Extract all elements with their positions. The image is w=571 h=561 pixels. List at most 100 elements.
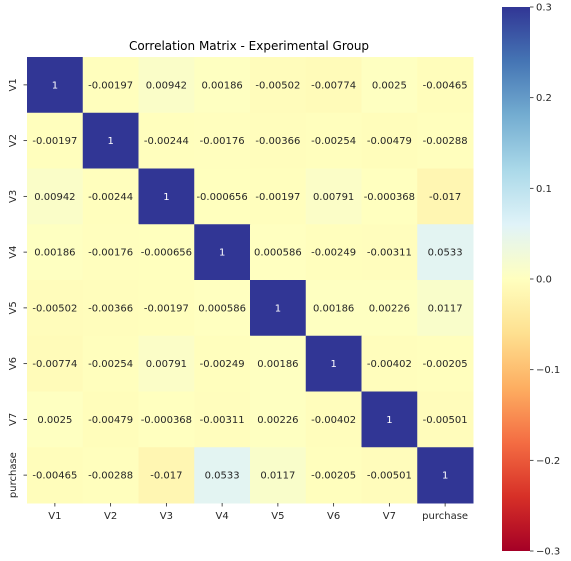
- colorbar-ticks: 0.3 0.2 0.1 0.0 −0.1 −0.2 −0.3: [530, 3, 560, 558]
- cell-label-V5-V2: -0.00366: [88, 303, 133, 314]
- heatmap-cell-V3-V5: [250, 168, 307, 225]
- cell-label-V2-V2: 1: [107, 136, 113, 147]
- heatmap-cell-purchase-V2: [82, 447, 139, 504]
- heatmap-cell-V3-V3: [138, 168, 195, 225]
- heatmap-cell-V7-V4: [194, 391, 251, 448]
- cell-label-V5-V7: 0.00226: [369, 303, 410, 314]
- y-tick-label-V3: V3: [8, 190, 19, 203]
- cell-label-purchase-purchase: 1: [442, 471, 448, 482]
- heatmap-cell-V2-V7: [361, 112, 418, 169]
- heatmap-cell-V5-purchase: [417, 280, 474, 337]
- heatmap-cell-V5-V5: [250, 280, 307, 337]
- heatmap-cell-V6-V1: [27, 335, 84, 392]
- cell-label-V5-V3: -0.00197: [144, 303, 189, 314]
- x-tick-label-V6: V6: [327, 511, 340, 522]
- heatmap-cell-purchase-V7: [361, 447, 418, 504]
- cell-label-V4-purchase: 0.0533: [428, 248, 463, 259]
- cell-label-V6-V5: 0.00186: [257, 359, 298, 370]
- y-tick-label-V2: V2: [8, 134, 19, 147]
- y-tick-label-V5: V5: [8, 301, 19, 314]
- heatmap-cell-V2-V4: [194, 112, 251, 169]
- cell-label-V1-V1: 1: [52, 80, 58, 91]
- heatmap-cell-V1-V2: [82, 57, 139, 114]
- colorbar-tick-label: 0.0: [536, 275, 552, 286]
- colorbar-tick-label: 0.1: [536, 184, 552, 195]
- heatmap-cell-V6-V2: [82, 335, 139, 392]
- heatmap-cell-V4-V6: [305, 224, 362, 281]
- cell-label-V7-V7: 1: [386, 415, 392, 426]
- cell-label-V5-V1: -0.00502: [32, 303, 77, 314]
- cell-label-V5-V5: 1: [275, 303, 281, 314]
- heatmap-cell-V2-V2: [82, 112, 139, 169]
- y-tick-label-V6: V6: [8, 357, 19, 370]
- heatmap-cell-V7-V7: [361, 391, 418, 448]
- heatmap-cell-V1-V6: [305, 57, 362, 114]
- heatmap-cell-V1-purchase: [417, 57, 474, 114]
- x-tick-label-V1: V1: [48, 511, 61, 522]
- cell-label-V7-purchase: -0.00501: [423, 415, 468, 426]
- heatmap-cell-purchase-V6: [305, 447, 362, 504]
- cell-label-V5-purchase: 0.0117: [428, 303, 463, 314]
- cell-label-V3-V5: -0.00197: [255, 192, 300, 203]
- cell-label-V4-V2: -0.00176: [88, 248, 133, 259]
- heatmap-cell-V7-V1: [27, 391, 84, 448]
- heatmap-cell-V4-purchase: [417, 224, 474, 281]
- cell-label-V6-V1: -0.00774: [32, 359, 77, 370]
- cell-label-V2-V3: -0.00244: [144, 136, 189, 147]
- cell-label-V1-V2: -0.00197: [88, 80, 133, 91]
- heatmap-cell-V2-V5: [250, 112, 307, 169]
- cell-label-V3-V3: 1: [163, 192, 169, 203]
- heatmap-cell-V3-V7: [361, 168, 418, 225]
- cell-label-V2-V1: -0.00197: [32, 136, 77, 147]
- heatmap-cell-V2-V1: [27, 112, 84, 169]
- cell-label-V5-V4: 0.000586: [198, 303, 246, 314]
- cell-label-V7-V1: 0.0025: [37, 415, 72, 426]
- colorbar: [502, 7, 530, 551]
- heatmap-cell-V1-V7: [361, 57, 418, 114]
- cell-label-V7-V2: -0.00479: [88, 415, 133, 426]
- heatmap-cell-purchase-V5: [250, 447, 307, 504]
- heatmap-cell-V5-V7: [361, 280, 418, 337]
- heatmap-cell-V4-V1: [27, 224, 84, 281]
- y-tick-label-V1: V1: [8, 78, 19, 91]
- cell-label-V4-V1: 0.00186: [34, 248, 75, 259]
- cell-label-V7-V3: -0.000368: [141, 415, 192, 426]
- heatmap-cell-V3-V6: [305, 168, 362, 225]
- heatmap-cell-V1-V1: [27, 57, 84, 114]
- heatmap-cell-V2-V6: [305, 112, 362, 169]
- x-tick-label-V3: V3: [160, 511, 173, 522]
- heatmap-cell-V1-V5: [250, 57, 307, 114]
- cell-label-V7-V5: 0.00226: [257, 415, 298, 426]
- heatmap-cell-V1-V3: [138, 57, 195, 114]
- heatmap-cell-V7-purchase: [417, 391, 474, 448]
- heatmap-cell-V7-V5: [250, 391, 307, 448]
- cell-label-V4-V6: -0.00249: [311, 248, 356, 259]
- cell-label-purchase-V3: -0.017: [150, 471, 182, 482]
- cell-label-V4-V3: -0.000656: [141, 248, 192, 259]
- cell-label-V3-V2: -0.00244: [88, 192, 133, 203]
- colorbar-tick-label: 0.3: [536, 3, 552, 14]
- cell-label-purchase-V1: -0.00465: [32, 471, 77, 482]
- heatmap-cells: [27, 57, 474, 504]
- y-tick-label-purchase: purchase: [8, 452, 19, 498]
- x-tick-label-V4: V4: [216, 511, 229, 522]
- cell-label-V4-V4: 1: [219, 248, 225, 259]
- cell-label-V3-V7: -0.000368: [364, 192, 415, 203]
- cell-label-V6-V6: 1: [330, 359, 336, 370]
- cell-label-V2-V4: -0.00176: [200, 136, 245, 147]
- x-tick-label-purchase: purchase: [422, 511, 468, 522]
- heatmap-cell-V5-V1: [27, 280, 84, 337]
- heatmap-cell-V4-V2: [82, 224, 139, 281]
- cell-label-V4-V5: 0.000586: [254, 248, 302, 259]
- heatmap-cell-V1-V4: [194, 57, 251, 114]
- cell-label-purchase-V5: 0.0117: [260, 471, 295, 482]
- cell-label-purchase-V7: -0.00501: [367, 471, 412, 482]
- cell-label-V6-V3: 0.00791: [146, 359, 187, 370]
- cell-label-V1-V6: -0.00774: [311, 80, 356, 91]
- heatmap-cell-V2-purchase: [417, 112, 474, 169]
- cell-label-V2-purchase: -0.00288: [423, 136, 468, 147]
- cell-label-V4-V7: -0.00311: [367, 248, 412, 259]
- heatmap-cell-V6-V3: [138, 335, 195, 392]
- heatmap-cell-labels: 1 -0.00197 0.00942 0.00186 -0.00502 -0.00774 0…: [32, 80, 467, 481]
- heatmap-cell-V7-V2: [82, 391, 139, 448]
